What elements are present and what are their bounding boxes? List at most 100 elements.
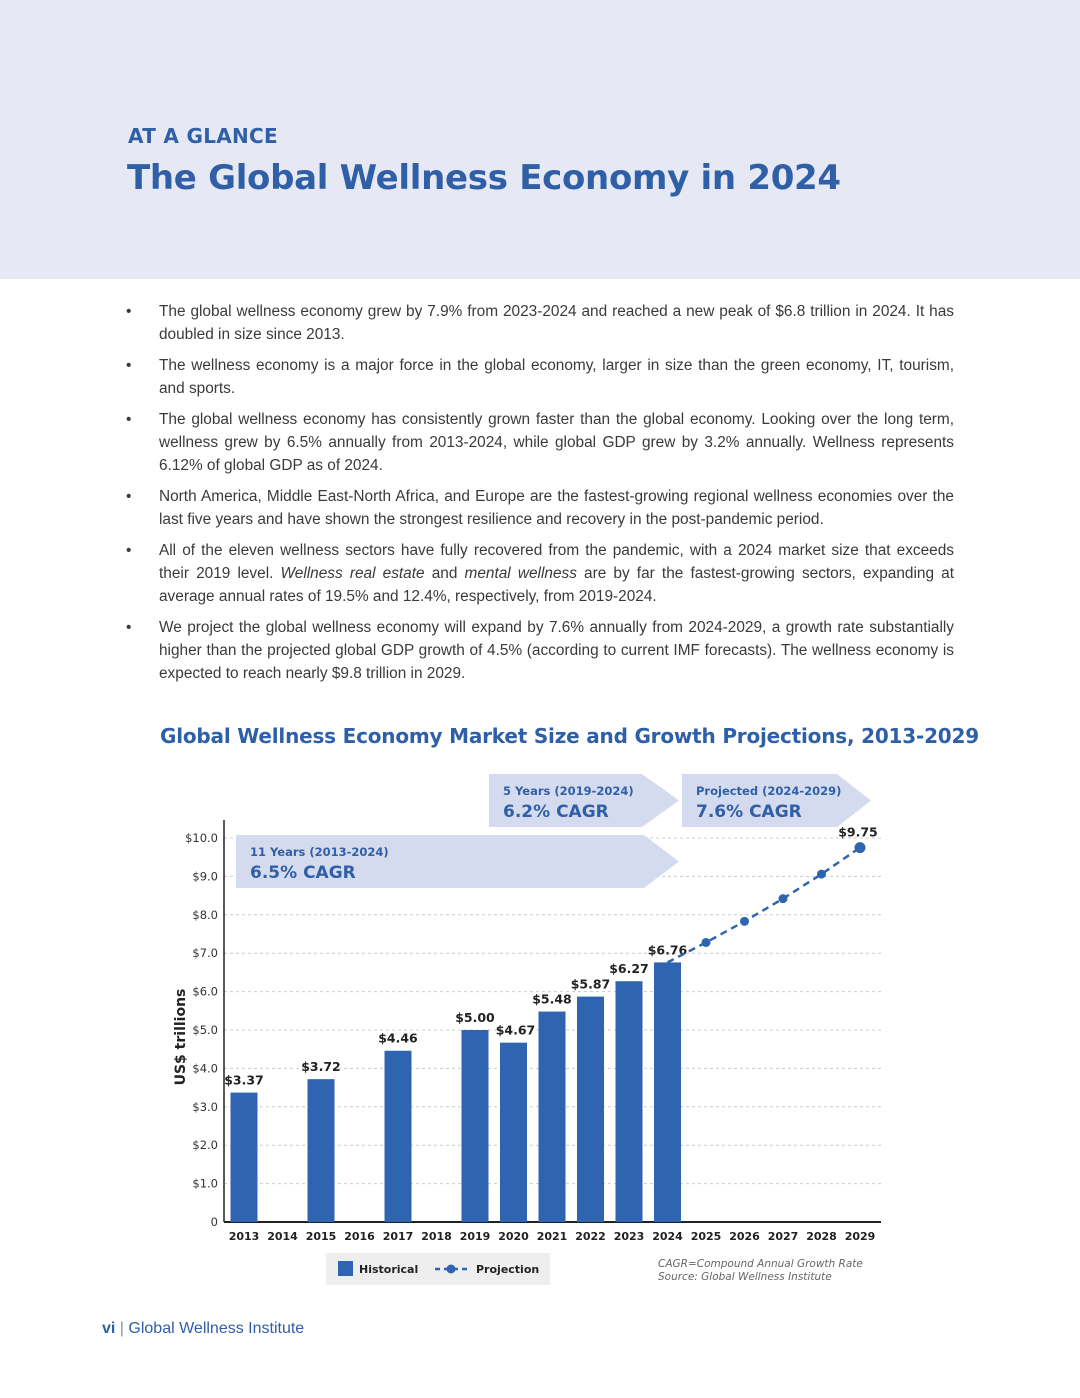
x-tick-label: 2019 — [460, 1230, 491, 1243]
bar — [615, 981, 643, 1222]
x-tick-label: 2014 — [267, 1230, 298, 1243]
legend-marker-projection — [446, 1264, 456, 1274]
bullet-item: • The global wellness economy grew by 7.9… — [126, 300, 954, 346]
bullet-dot: • — [126, 488, 132, 505]
y-tick-label: $7.0 — [192, 946, 218, 960]
bar — [538, 1011, 566, 1222]
bullet-emphasis: mental wellness — [464, 565, 577, 582]
page-footer: vi | Global Wellness Institute — [102, 1320, 304, 1338]
bullet-dot: • — [126, 619, 132, 636]
chart-note: CAGR=Compound Annual Growth Rate — [658, 1258, 863, 1270]
section-eyebrow: AT A GLANCE — [128, 124, 278, 148]
bullet-emphasis: Wellness real estate — [280, 565, 425, 582]
bar-value-label: $6.27 — [609, 961, 649, 976]
x-tick-label: 2017 — [383, 1230, 414, 1243]
projection-point — [854, 842, 866, 854]
bullet-dot: • — [126, 411, 132, 428]
cagr-banner: 11 Years (2013-2024) 6.5% CAGR — [236, 835, 679, 888]
chart-legend: Historical Projection — [326, 1253, 550, 1285]
bar — [384, 1050, 412, 1222]
x-tick-label: 2024 — [652, 1230, 683, 1243]
cagr-banner-period: Projected (2024-2029) — [696, 784, 841, 798]
cagr-banner-shape — [236, 835, 679, 888]
projection-point — [701, 937, 711, 947]
chart-title: Global Wellness Economy Market Size and … — [160, 724, 979, 748]
bullet-text-part: All of the eleven wellness sectors have … — [159, 542, 954, 582]
y-tick-label: $5.0 — [192, 1023, 218, 1037]
x-tick-label: 2029 — [845, 1230, 876, 1243]
x-tick-label: 2015 — [306, 1230, 337, 1243]
bullet-dot: • — [126, 357, 132, 374]
bar-value-label: $5.87 — [571, 977, 611, 992]
key-findings-list: • The global wellness economy grew by 7.9… — [126, 300, 954, 693]
bullet-item: • The wellness economy is a major force i… — [126, 354, 954, 400]
bullet-text-part: and — [424, 565, 465, 582]
bullet-item: • We project the global wellness economy … — [126, 616, 954, 685]
x-tick-label: 2025 — [691, 1230, 722, 1243]
bullet-text: We project the global wellness economy w… — [159, 619, 954, 682]
bar-value-label: $3.72 — [301, 1059, 341, 1074]
cagr-banner-shape — [682, 774, 871, 827]
bullet-text: The wellness economy is a major force in… — [159, 357, 954, 397]
cagr-banner: 5 Years (2019-2024) 6.2% CAGR — [489, 774, 679, 827]
bullet-text: The global wellness economy has consiste… — [159, 411, 954, 474]
bar — [307, 1079, 335, 1222]
y-tick-label: $3.0 — [192, 1100, 218, 1114]
x-tick-label: 2021 — [537, 1230, 568, 1243]
cagr-banner-value: 6.2% CAGR — [503, 802, 609, 822]
projection-point — [778, 894, 788, 904]
bar-value-label: $4.67 — [496, 1023, 536, 1038]
x-tick-label: 2026 — [729, 1230, 760, 1243]
bar — [500, 1042, 527, 1222]
cagr-banner: Projected (2024-2029) 7.6% CAGR — [682, 774, 871, 827]
bar-value-label: $3.37 — [224, 1073, 264, 1088]
footer-org: Global Wellness Institute — [128, 1320, 305, 1337]
x-tick-label: 2013 — [229, 1230, 260, 1243]
y-tick-label: 0 — [211, 1215, 218, 1229]
cagr-banner-value: 6.5% CAGR — [250, 863, 356, 883]
projection-line — [666, 846, 861, 964]
footer-separator: | — [119, 1320, 124, 1337]
cagr-banner-value: 7.6% CAGR — [696, 802, 802, 822]
y-tick-label: $10.0 — [185, 831, 218, 845]
y-tick-label: $9.0 — [192, 869, 218, 883]
cagr-banner-period: 5 Years (2019-2024) — [503, 784, 634, 798]
bar-value-label: $4.46 — [378, 1031, 418, 1046]
page-title: The Global Wellness Economy in 2024 — [127, 158, 841, 198]
x-tick-label: 2023 — [614, 1230, 645, 1243]
x-tick-label: 2020 — [498, 1230, 529, 1243]
legend-swatch-historical — [338, 1261, 353, 1276]
bar — [654, 962, 681, 1222]
page-number: vi — [102, 1320, 116, 1337]
bar — [230, 1092, 258, 1222]
chart-note: Source: Global Wellness Institute — [658, 1271, 832, 1283]
x-tick-label: 2028 — [806, 1230, 837, 1243]
legend-label-historical: Historical — [359, 1263, 418, 1276]
y-tick-label: $6.0 — [192, 985, 218, 999]
header-band — [0, 0, 1080, 279]
legend-label-projection: Projection — [476, 1263, 539, 1276]
x-tick-label: 2016 — [344, 1230, 375, 1243]
bullet-item: • North America, Middle East-North Africa… — [126, 485, 954, 531]
projection-point — [740, 916, 749, 926]
y-axis-title: US$ trillions — [173, 989, 189, 1086]
bullet-text: North America, Middle East-North Africa,… — [159, 488, 954, 528]
bar-value-label: $5.00 — [455, 1010, 495, 1025]
bullet-item: • The global wellness economy has consist… — [126, 408, 954, 477]
y-tick-label: $8.0 — [192, 908, 218, 922]
bar — [461, 1030, 489, 1222]
projection-value-label: $9.75 — [838, 825, 878, 840]
bullet-dot: • — [126, 303, 132, 320]
bullet-item: • All of the eleven wellness sectors have… — [126, 539, 954, 608]
projection-point — [817, 869, 826, 879]
bar-value-label: $6.76 — [648, 942, 688, 957]
x-tick-label: 2018 — [421, 1230, 452, 1243]
bullet-dot: • — [126, 542, 132, 559]
x-tick-label: 2027 — [768, 1230, 799, 1243]
bar — [577, 996, 604, 1222]
y-tick-label: $2.0 — [192, 1138, 218, 1152]
bar-value-label: $5.48 — [532, 992, 572, 1007]
x-tick-label: 2022 — [575, 1230, 606, 1243]
bullet-text-part: are by far the fastest-growing sectors, … — [159, 565, 954, 605]
